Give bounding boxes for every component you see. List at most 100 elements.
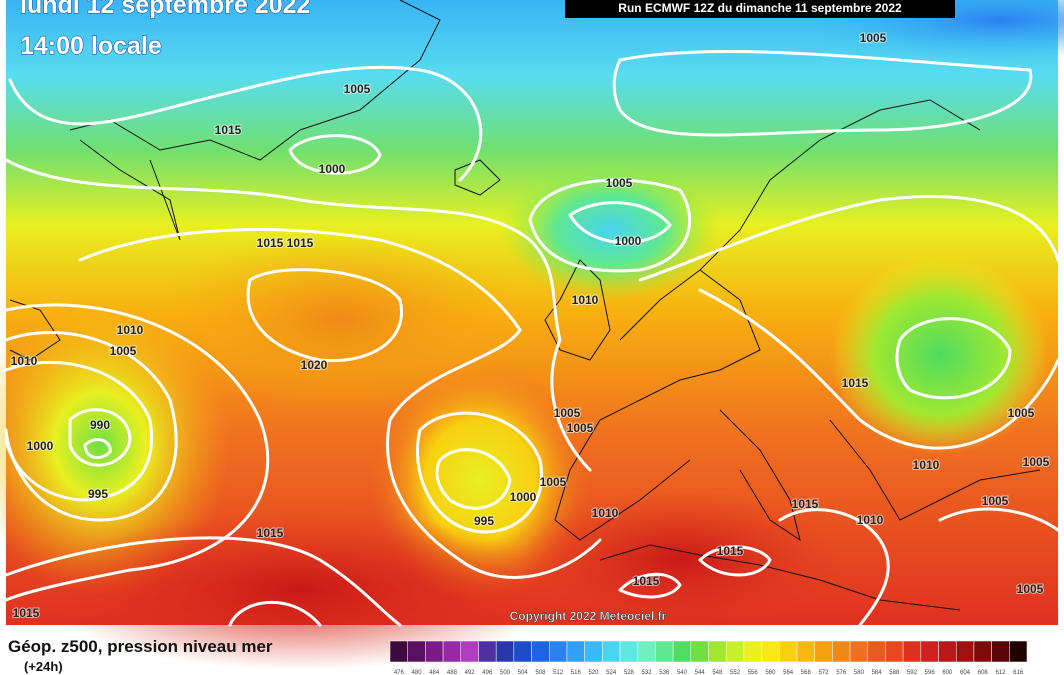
colorbar-swatch <box>814 640 833 663</box>
colorbar-label: 496 <box>482 670 493 675</box>
isobar-label: 1005 <box>540 475 567 489</box>
time-title: 14:00 locale <box>20 32 162 60</box>
colorbar-swatch <box>761 640 780 663</box>
colorbar-label: 520 <box>588 670 599 675</box>
isobar-label: 1005 <box>567 421 594 435</box>
colorbar-label: 500 <box>500 670 511 675</box>
colorbar-label: 488 <box>447 670 458 675</box>
isobar-label: 1015 <box>215 123 242 137</box>
colorbar-label: 560 <box>765 670 776 675</box>
field-blob <box>500 160 720 300</box>
colorbar-swatch <box>708 640 727 663</box>
field-blob <box>150 230 530 410</box>
legend-subtitle: (+24h) <box>24 659 63 674</box>
colorbar-swatch <box>867 640 886 663</box>
isobar-label: 1015 <box>13 606 40 620</box>
field-blob <box>40 510 560 670</box>
field-blob <box>0 295 230 595</box>
colorbar-label: 516 <box>571 670 582 675</box>
colorbar-swatch <box>655 640 674 663</box>
colorbar-swatch <box>407 640 426 663</box>
isobar-label: 1005 <box>860 31 887 45</box>
colorbar-swatch <box>460 640 479 663</box>
colorbar-label: 504 <box>518 670 529 675</box>
colorbar-swatch <box>938 640 957 663</box>
isobar-label: 1000 <box>27 439 54 453</box>
colorbar: 476 480 484 488 492 496 500 504 508 512 516 520 524 5… <box>389 640 1028 675</box>
colorbar-swatch <box>743 640 762 663</box>
isobar-label: 1010 <box>117 323 144 337</box>
colorbar-label: 564 <box>783 670 794 675</box>
colorbar-label: 544 <box>695 670 706 675</box>
colorbar-label: 536 <box>659 670 670 675</box>
colorbar-label: 604 <box>960 670 971 675</box>
colorbar-swatch <box>619 640 638 663</box>
isobar-label: 1010 <box>592 506 619 520</box>
colorbar-swatch <box>425 640 444 663</box>
isobar-label: 1010 <box>857 513 884 527</box>
colorbar-label: 476 <box>394 670 405 675</box>
colorbar-label: 612 <box>995 670 1006 675</box>
colorbar-label: 512 <box>553 670 564 675</box>
colorbar-label: 552 <box>730 670 741 675</box>
isobar-label: 1005 <box>344 82 371 96</box>
isobar-label: 1005 <box>606 176 633 190</box>
colorbar-swatch <box>796 640 815 663</box>
colorbar-label: 608 <box>978 670 989 675</box>
isobar-label: 995 <box>474 514 494 528</box>
isobar-label: 1005 <box>1008 406 1035 420</box>
colorbar-label: 532 <box>642 670 653 675</box>
colorbar-swatch <box>885 640 904 663</box>
colorbar-swatch <box>955 640 975 663</box>
isobar-label: 1005 <box>1023 455 1050 469</box>
colorbar-label: 600 <box>942 670 953 675</box>
isobar-label: 1010 <box>913 458 940 472</box>
colorbar-label: 568 <box>801 670 812 675</box>
colorbar-swatch <box>602 640 621 663</box>
isobar-label: 995 <box>88 487 108 501</box>
colorbar-label: 576 <box>836 670 847 675</box>
colorbar-swatch <box>832 640 851 663</box>
colorbar-swatch <box>531 640 550 663</box>
colorbar-label: 592 <box>907 670 918 675</box>
colorbar-label: 616 <box>1013 670 1024 675</box>
isobar-label: 1015 <box>792 497 819 511</box>
colorbar-label: 556 <box>748 670 759 675</box>
colorbar-label: 484 <box>429 670 440 675</box>
field-blob <box>830 255 1050 455</box>
isobar-label: 1015 <box>633 574 660 588</box>
isobar-label: 1010 <box>11 354 38 368</box>
colorbar-label: 492 <box>465 670 476 675</box>
isobar-label: 1015 <box>717 544 744 558</box>
colorbar-label: 584 <box>872 670 883 675</box>
colorbar-label: 508 <box>535 670 546 675</box>
colorbar-swatch <box>566 640 585 663</box>
date-title: lundi 12 septembre 2022 <box>20 0 310 19</box>
isobar-label: 1015 <box>287 236 314 250</box>
colorbar-swatch <box>672 640 692 663</box>
isobar-label: 1005 <box>110 344 137 358</box>
isobar-label: 1015 <box>257 526 284 540</box>
colorbar-swatch <box>513 640 532 663</box>
colorbar-label: 540 <box>677 670 688 675</box>
isobar-label: 1000 <box>319 162 346 176</box>
colorbar-swatch <box>973 640 992 663</box>
isobar-label: 1005 <box>982 494 1009 508</box>
isobar-label: 1000 <box>510 490 537 504</box>
colorbar-swatch <box>549 640 568 663</box>
colorbar-label: 548 <box>712 670 723 675</box>
isobar-label: 1005 <box>554 406 581 420</box>
isobar-label: 1015 <box>842 376 869 390</box>
run-banner <box>565 0 955 18</box>
colorbar-swatch <box>584 640 603 663</box>
colorbar-label: 580 <box>854 670 865 675</box>
isobar-label: 1020 <box>301 358 328 372</box>
colorbar-swatch <box>389 640 408 663</box>
isobar-label: 1010 <box>572 293 599 307</box>
copyright: Copyright 2022 Meteociel.fr <box>510 609 667 623</box>
legend: Géop. z500, pression niveau mer (+24h) 4… <box>8 637 1028 675</box>
colorbar-label: 588 <box>889 670 900 675</box>
